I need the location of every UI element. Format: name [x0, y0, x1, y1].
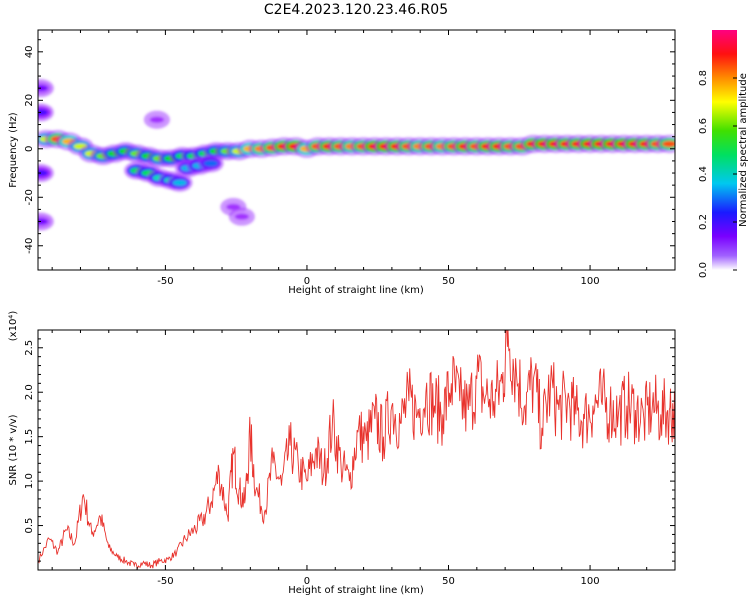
- spectrogram-x-label: Height of straight line (km): [288, 285, 424, 296]
- branch-point-core: [172, 179, 187, 186]
- x-tick-label: 0: [304, 576, 310, 587]
- branch-point-core: [149, 116, 164, 123]
- snr-y-label: SNR (10 * v/v): [8, 414, 19, 485]
- snr-series-line: [38, 330, 675, 570]
- snr-x-label: Height of straight line (km): [288, 585, 424, 596]
- colorbar-label: Normalized spectral amplitude: [738, 73, 749, 227]
- branch-point-core: [38, 109, 48, 116]
- x-tick-label: 50: [442, 276, 455, 287]
- x-tick-label: -50: [157, 276, 173, 287]
- ridge-point-core: [662, 140, 675, 147]
- snr-frame: [37, 329, 676, 571]
- x-tick-label: 100: [581, 576, 600, 587]
- y-tick-label: 0.5: [24, 518, 35, 534]
- colorbar-gradient: [712, 30, 737, 270]
- branch-point-core: [38, 170, 48, 177]
- spectrogram-heatmap: [38, 79, 675, 231]
- colorbar: 0.0 0.2 0.4 0.6 0.8 Normalized spectral ampl…: [698, 30, 749, 278]
- colorbar-tick-label: 0.8: [698, 70, 709, 86]
- spectrogram-y-label: Frequency (Hz): [8, 112, 19, 188]
- y-tick-label: 1.5: [24, 429, 35, 445]
- y-tick-label: 2.5: [24, 340, 35, 356]
- snr-panel: -50 0 50 100 0.5 1.0 1.5 2.0 2.5 Height of strai…: [8, 311, 676, 596]
- y-tick-label: 0: [24, 146, 35, 152]
- snr-y-multiplier: (x10⁴): [8, 311, 19, 342]
- branch-point-core: [38, 85, 48, 92]
- figure-title: C2E4.2023.120.23.46.R05: [264, 2, 448, 18]
- branch-point-core: [38, 218, 48, 225]
- spectrogram-frame: [37, 29, 676, 271]
- colorbar-tick-label: 0.4: [698, 166, 709, 182]
- y-tick-label: 40: [24, 45, 35, 58]
- colorbar-tick-label: 0.6: [698, 118, 709, 134]
- y-tick-label: 2.0: [24, 384, 35, 400]
- colorbar-tick-label: 0.0: [698, 262, 709, 278]
- spectrogram-panel: -50 0 50 100 -40 -20 0 20 40 Height of straight …: [8, 29, 676, 296]
- x-tick-label: 50: [442, 576, 455, 587]
- y-tick-label: 20: [24, 94, 35, 107]
- snr-ticks: -50 0 50 100 0.5 1.0 1.5 2.0 2.5: [24, 330, 676, 587]
- spectrogram-ticks: -50 0 50 100 -40 -20 0 20 40: [24, 30, 676, 287]
- x-tick-label: 100: [581, 276, 600, 287]
- branch-point-core: [234, 213, 249, 220]
- x-tick-label: -50: [157, 576, 173, 587]
- colorbar-tick-label: 0.2: [698, 214, 709, 230]
- y-tick-label: -40: [24, 238, 35, 254]
- colorbar-ticks: 0.0 0.2 0.4 0.6 0.8: [698, 70, 737, 278]
- branch-point-core: [203, 160, 218, 167]
- x-tick-label: 0: [304, 276, 310, 287]
- y-tick-label: -20: [24, 189, 35, 205]
- y-tick-label: 1.0: [24, 473, 35, 489]
